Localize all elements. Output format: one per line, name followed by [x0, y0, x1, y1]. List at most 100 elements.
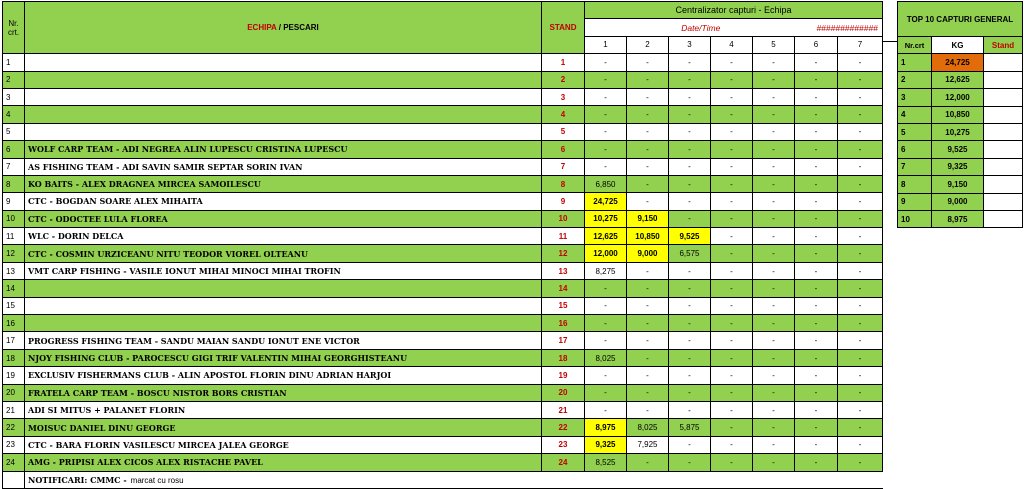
capture-cell[interactable]: 8,975: [584, 418, 627, 437]
capture-cell[interactable]: -: [584, 383, 627, 402]
capture-cell[interactable]: -: [836, 105, 884, 124]
capture-cell[interactable]: -: [584, 314, 627, 333]
capture-cell[interactable]: -: [836, 192, 884, 211]
capture-cell[interactable]: -: [794, 192, 838, 211]
capture-cell[interactable]: 8,025: [626, 418, 669, 437]
capture-cell[interactable]: -: [794, 400, 838, 420]
capture-cell[interactable]: -: [794, 418, 838, 437]
capture-cell[interactable]: -: [794, 296, 838, 316]
capture-cell[interactable]: -: [752, 244, 795, 263]
capture-cell[interactable]: -: [668, 366, 711, 385]
capture-cell[interactable]: -: [794, 209, 838, 229]
capture-cell[interactable]: -: [836, 157, 884, 176]
capture-cell[interactable]: -: [668, 261, 711, 281]
capture-cell[interactable]: -: [752, 261, 795, 281]
capture-cell[interactable]: -: [626, 400, 669, 420]
capture-cell[interactable]: -: [752, 435, 795, 455]
capture-cell[interactable]: -: [794, 87, 838, 107]
capture-cell[interactable]: -: [836, 331, 884, 350]
capture-cell[interactable]: -: [836, 87, 884, 107]
capture-cell[interactable]: -: [752, 157, 795, 176]
team-name[interactable]: PROGRESS FISHING TEAM - SANDU MAIAN SAND…: [24, 331, 542, 350]
team-name[interactable]: FRATELA CARP TEAM - BOSCU NISTOR BORS CR…: [24, 383, 542, 402]
capture-cell[interactable]: -: [626, 70, 669, 89]
capture-cell[interactable]: -: [710, 209, 753, 229]
capture-cell[interactable]: 8,275: [584, 261, 627, 281]
capture-cell[interactable]: -: [710, 366, 753, 385]
capture-cell[interactable]: -: [794, 453, 838, 472]
capture-cell[interactable]: -: [794, 331, 838, 350]
team-name[interactable]: [24, 53, 542, 72]
capture-cell[interactable]: -: [710, 244, 753, 263]
capture-cell[interactable]: -: [710, 174, 753, 194]
capture-cell[interactable]: -: [794, 157, 838, 176]
capture-cell[interactable]: -: [668, 70, 711, 89]
capture-cell[interactable]: -: [836, 453, 884, 472]
team-name[interactable]: CTC - ODOCTEE LULA FLOREA: [24, 209, 542, 229]
capture-cell[interactable]: -: [668, 296, 711, 316]
capture-cell[interactable]: 9,325: [584, 435, 627, 455]
capture-cell[interactable]: -: [668, 453, 711, 472]
team-name[interactable]: [24, 105, 542, 124]
team-name[interactable]: [24, 122, 542, 142]
capture-cell[interactable]: -: [584, 331, 627, 350]
capture-cell[interactable]: 6,575: [668, 244, 711, 263]
capture-cell[interactable]: -: [752, 70, 795, 89]
capture-cell[interactable]: -: [794, 261, 838, 281]
team-name[interactable]: ADI SI MITUS + PALANET FLORIN: [24, 400, 542, 420]
capture-cell[interactable]: -: [626, 383, 669, 402]
capture-cell[interactable]: -: [584, 279, 627, 298]
capture-cell[interactable]: -: [794, 279, 838, 298]
capture-cell[interactable]: 24,725: [584, 192, 627, 211]
capture-cell[interactable]: -: [752, 296, 795, 316]
capture-cell[interactable]: -: [710, 53, 753, 72]
capture-cell[interactable]: -: [794, 383, 838, 402]
capture-cell[interactable]: -: [626, 192, 669, 211]
capture-cell[interactable]: -: [668, 157, 711, 176]
team-name[interactable]: VMT CARP FISHING - VASILE IONUT MIHAI MI…: [24, 261, 542, 281]
capture-cell[interactable]: -: [626, 296, 669, 316]
capture-cell[interactable]: -: [668, 279, 711, 298]
team-name[interactable]: [24, 87, 542, 107]
capture-cell[interactable]: -: [752, 174, 795, 194]
capture-cell[interactable]: -: [752, 279, 795, 298]
capture-cell[interactable]: 6,850: [584, 174, 627, 194]
capture-cell[interactable]: -: [584, 296, 627, 316]
capture-cell[interactable]: -: [626, 174, 669, 194]
capture-cell[interactable]: -: [836, 279, 884, 298]
capture-cell[interactable]: 9,525: [668, 227, 711, 246]
capture-cell[interactable]: -: [626, 122, 669, 142]
capture-cell[interactable]: 10,275: [584, 209, 627, 229]
capture-cell[interactable]: -: [836, 348, 884, 368]
capture-cell[interactable]: -: [668, 383, 711, 402]
capture-cell[interactable]: -: [710, 418, 753, 437]
team-name[interactable]: EXCLUSIV FISHERMANS CLUB - ALIN APOSTOL …: [24, 366, 542, 385]
capture-cell[interactable]: -: [584, 87, 627, 107]
capture-cell[interactable]: -: [836, 418, 884, 437]
capture-cell[interactable]: -: [626, 157, 669, 176]
capture-cell[interactable]: -: [626, 53, 669, 72]
capture-cell[interactable]: -: [836, 227, 884, 246]
capture-cell[interactable]: -: [752, 140, 795, 159]
capture-cell[interactable]: -: [836, 261, 884, 281]
capture-cell[interactable]: 7,925: [626, 435, 669, 455]
capture-cell[interactable]: -: [752, 87, 795, 107]
capture-cell[interactable]: -: [710, 314, 753, 333]
capture-cell[interactable]: -: [752, 122, 795, 142]
capture-cell[interactable]: 12,625: [584, 227, 627, 246]
capture-cell[interactable]: -: [836, 435, 884, 455]
capture-cell[interactable]: -: [626, 279, 669, 298]
capture-cell[interactable]: -: [710, 435, 753, 455]
capture-cell[interactable]: -: [836, 383, 884, 402]
capture-cell[interactable]: -: [752, 418, 795, 437]
team-name[interactable]: [24, 70, 542, 89]
capture-cell[interactable]: -: [752, 453, 795, 472]
capture-cell[interactable]: -: [794, 70, 838, 89]
capture-cell[interactable]: -: [794, 105, 838, 124]
capture-cell[interactable]: -: [626, 331, 669, 350]
capture-cell[interactable]: -: [626, 453, 669, 472]
capture-cell[interactable]: -: [752, 400, 795, 420]
capture-cell[interactable]: -: [710, 383, 753, 402]
capture-cell[interactable]: -: [710, 157, 753, 176]
capture-cell[interactable]: -: [710, 453, 753, 472]
